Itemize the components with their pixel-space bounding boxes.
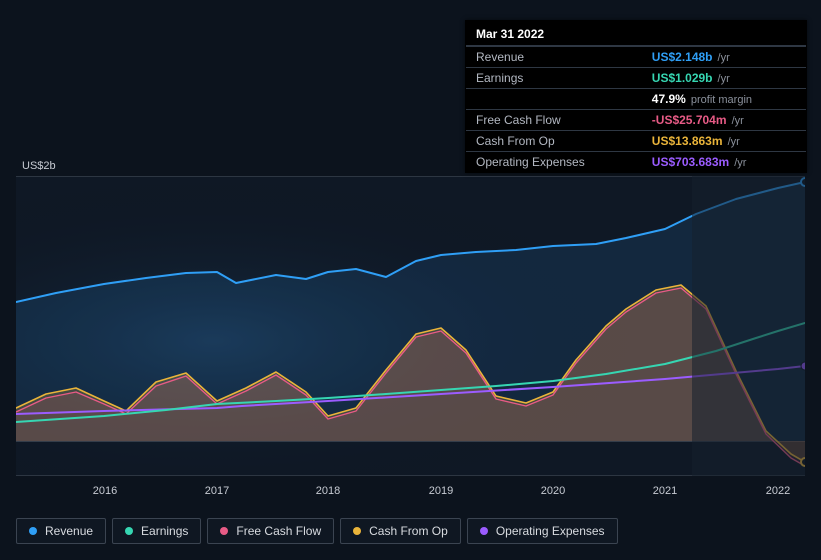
legend-swatch [220,527,228,535]
chart-svg [16,176,805,476]
y-tick-top: US$2b [22,160,56,172]
legend-item-cash-from-op[interactable]: Cash From Op [340,518,461,544]
tooltip-table: RevenueUS$2.148b /yrEarningsUS$1.029b /y… [466,46,806,172]
legend-item-operating-expenses[interactable]: Operating Expenses [467,518,618,544]
legend-item-free-cash-flow[interactable]: Free Cash Flow [207,518,334,544]
x-tick-5: 2021 [653,485,677,497]
legend-swatch [353,527,361,535]
x-tick-1: 2017 [205,485,229,497]
tooltip-row-label: Free Cash Flow [466,110,642,131]
tooltip-row: Cash From OpUS$13.863m /yr [466,131,806,152]
chart-plot[interactable] [16,176,805,476]
tooltip-date: Mar 31 2022 [466,21,806,46]
legend-swatch [125,527,133,535]
x-tick-2: 2018 [316,485,340,497]
tooltip-row-label: Revenue [466,47,642,68]
legend-swatch [29,527,37,535]
legend-swatch [480,527,488,535]
tooltip-row-value: US$2.148b /yr [642,47,806,68]
x-tick-3: 2019 [429,485,453,497]
legend-item-earnings[interactable]: Earnings [112,518,201,544]
x-tick-4: 2020 [541,485,565,497]
tooltip-row-value: US$1.029b /yr [642,68,806,89]
tooltip-row: 47.9% profit margin [466,89,806,110]
tooltip-row: EarningsUS$1.029b /yr [466,68,806,89]
tooltip-row: RevenueUS$2.148b /yr [466,47,806,68]
x-tick-6: 2022 [766,485,790,497]
legend-label: Cash From Op [369,524,448,538]
legend-label: Free Cash Flow [236,524,321,538]
tooltip-row-label: Earnings [466,68,642,89]
tooltip-row-value: US$703.683m /yr [642,152,806,173]
tooltip-row-value: 47.9% profit margin [642,89,806,110]
chart-tooltip: Mar 31 2022 RevenueUS$2.148b /yrEarnings… [465,20,807,173]
tooltip-row: Operating ExpensesUS$703.683m /yr [466,152,806,173]
legend-label: Revenue [45,524,93,538]
tooltip-row-label: Cash From Op [466,131,642,152]
tooltip-row-value: US$13.863m /yr [642,131,806,152]
legend-label: Earnings [141,524,188,538]
chart-legend: Revenue Earnings Free Cash Flow Cash From O… [16,518,618,544]
tooltip-row-label: Operating Expenses [466,152,642,173]
tooltip-row-label [466,89,642,110]
x-tick-0: 2016 [93,485,117,497]
tooltip-row-value: -US$25.704m /yr [642,110,806,131]
legend-label: Operating Expenses [496,524,605,538]
tooltip-row: Free Cash Flow-US$25.704m /yr [466,110,806,131]
legend-item-revenue[interactable]: Revenue [16,518,106,544]
